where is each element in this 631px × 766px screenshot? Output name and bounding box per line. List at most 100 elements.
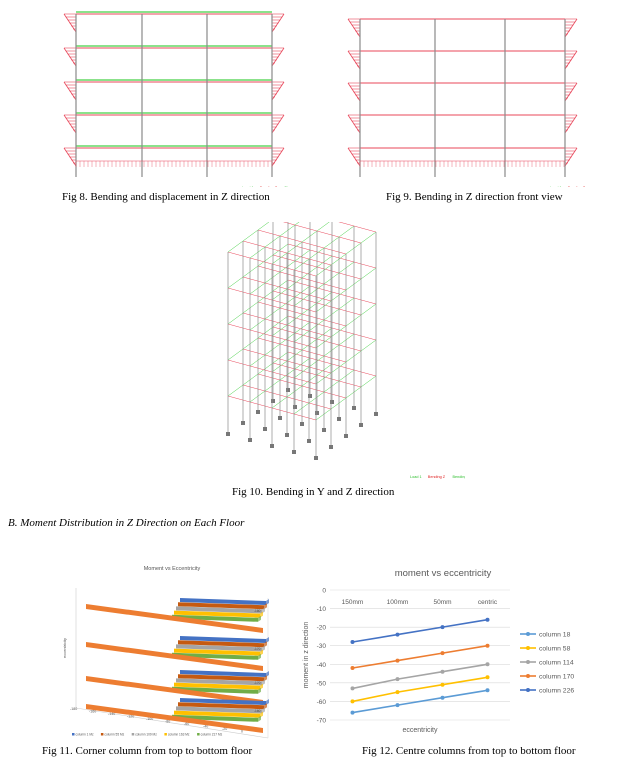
frame-beam-z xyxy=(242,265,259,278)
frame-beam-z xyxy=(315,300,332,313)
frame-beam-z xyxy=(264,379,281,392)
fig12-data-point xyxy=(395,690,400,695)
frame-beam-z xyxy=(257,254,274,267)
frame-beam-x xyxy=(249,257,273,265)
frame-beam-x xyxy=(294,296,318,304)
moment-diagram-edge xyxy=(63,147,77,167)
fig12-x-tick-label: 150mm xyxy=(342,599,364,606)
frame-beam-z xyxy=(323,236,340,249)
support-marker xyxy=(256,410,260,414)
frame-beam-x xyxy=(301,313,325,321)
fig12-y-tick-label: -30 xyxy=(317,643,327,650)
fig10-3d-frame-image: Load 1 Bending Z Bending Y xyxy=(190,222,465,482)
frame-beam-x xyxy=(338,308,362,316)
fig11-bar xyxy=(174,610,260,618)
moment-diagram-edge xyxy=(347,50,361,70)
frame-beam-z xyxy=(308,355,325,368)
frame-beam-z xyxy=(264,343,281,356)
moment-diagram-edge xyxy=(271,47,285,67)
frame-beam-x xyxy=(249,329,273,337)
fig12-data-point xyxy=(485,662,490,667)
fig11-bar xyxy=(178,640,264,648)
support-marker xyxy=(337,417,341,421)
fig12-data-point xyxy=(440,682,445,687)
fig8-frame-drawing: Load 1 Bending Z Displacement xyxy=(63,11,291,187)
fig12-legend-label: column 58 xyxy=(539,646,571,653)
frame-beam-z xyxy=(308,283,325,296)
frame-beam-z xyxy=(242,373,259,386)
frame-beam-x xyxy=(279,379,303,387)
frame-beam-z xyxy=(257,362,274,375)
frame-beam-x xyxy=(316,230,340,238)
frame-beam-x xyxy=(272,290,296,298)
support-marker xyxy=(286,388,290,392)
frame-beam-z xyxy=(294,285,311,298)
frame-legend-label: Load 1 xyxy=(550,186,562,187)
frame-beam-z xyxy=(330,289,347,302)
frame-legend-label: Bending Z xyxy=(260,186,278,187)
fig12-x-tick-label: 100mm xyxy=(387,599,409,606)
frame-beam-z xyxy=(315,264,332,277)
frame-beam-x xyxy=(264,246,288,254)
frame-beam-z xyxy=(242,301,259,314)
fig11-legend-label: column 163 Mz xyxy=(168,733,190,737)
frame-beam-x xyxy=(227,251,251,259)
fig8-caption: Fig 8. Bending and displacement in Z dir… xyxy=(62,191,270,203)
frame-beam-x xyxy=(227,287,251,295)
frame-beam-x xyxy=(272,362,296,370)
frame-beam-z xyxy=(315,336,332,349)
fig12-data-point xyxy=(395,677,400,682)
support-marker xyxy=(330,400,334,404)
fig11-value-label: -160 xyxy=(254,709,261,713)
fig11-legend-swatch xyxy=(197,733,200,736)
frame-beam-z xyxy=(271,252,288,265)
frame-beam-z xyxy=(249,246,266,259)
frame-beam-z xyxy=(272,351,289,364)
frame-beam-x xyxy=(279,271,303,279)
frame-beam-z xyxy=(249,318,266,331)
frame-beam-x xyxy=(264,282,288,290)
fig12-y-tick-label: -60 xyxy=(317,699,327,706)
frame-beam-x xyxy=(309,249,333,257)
fig11-chart: Moment vs Eccentricity eccentricity -180 -1… xyxy=(58,558,286,740)
frame-beam-z xyxy=(257,290,274,303)
support-marker xyxy=(314,456,318,460)
frame-beam-z xyxy=(286,277,303,290)
frame-beam-x xyxy=(293,269,317,277)
frame-beam-z xyxy=(301,302,318,315)
fig11-tick-label: -20 xyxy=(222,727,227,731)
moment-diagram-edge xyxy=(564,147,578,167)
frame-beam-x xyxy=(353,225,377,233)
fig11-legend-label: column 55 Mz xyxy=(104,733,124,737)
moment-diagram-edge xyxy=(271,147,285,167)
moment-diagram-edge xyxy=(63,47,77,67)
frame-beam-z xyxy=(345,242,362,255)
frame-legend-label: Bending Z xyxy=(568,186,586,187)
frame-legend-label: Displacement xyxy=(285,186,291,187)
fig12-chart-svg: moment vs eccentricity 0 -10 -20 -30 -40 -50 -6… xyxy=(303,568,574,734)
fig11-legend-swatch xyxy=(164,733,167,736)
frame-beam-z xyxy=(345,278,362,291)
fig12-data-point xyxy=(485,675,490,680)
frame-beam-z xyxy=(323,344,340,357)
fig11-bar-side xyxy=(258,615,261,622)
frame-beam-x xyxy=(242,276,266,284)
frame-beam-x xyxy=(279,343,303,351)
frame-legend-label: Bending Z xyxy=(428,475,446,479)
frame-beam-x xyxy=(316,374,340,382)
fig11-tick-label: -180 xyxy=(70,707,77,711)
frame-beam-x xyxy=(308,294,332,302)
frame-beam-z xyxy=(293,330,310,343)
fig12-data-point xyxy=(350,666,355,670)
frame-beam-x xyxy=(249,401,273,409)
frame-beam-x xyxy=(257,229,281,237)
fig11-tick-label: -40 xyxy=(203,725,208,729)
frame-beam-z xyxy=(360,339,377,352)
frame-beam-z xyxy=(315,372,332,385)
fig12-series-line xyxy=(352,644,488,669)
frame-beam-z xyxy=(316,291,333,304)
fig11-bar xyxy=(176,644,262,652)
support-marker xyxy=(329,445,333,449)
frame-beam-x xyxy=(323,319,347,327)
fig11-bar xyxy=(176,678,262,686)
